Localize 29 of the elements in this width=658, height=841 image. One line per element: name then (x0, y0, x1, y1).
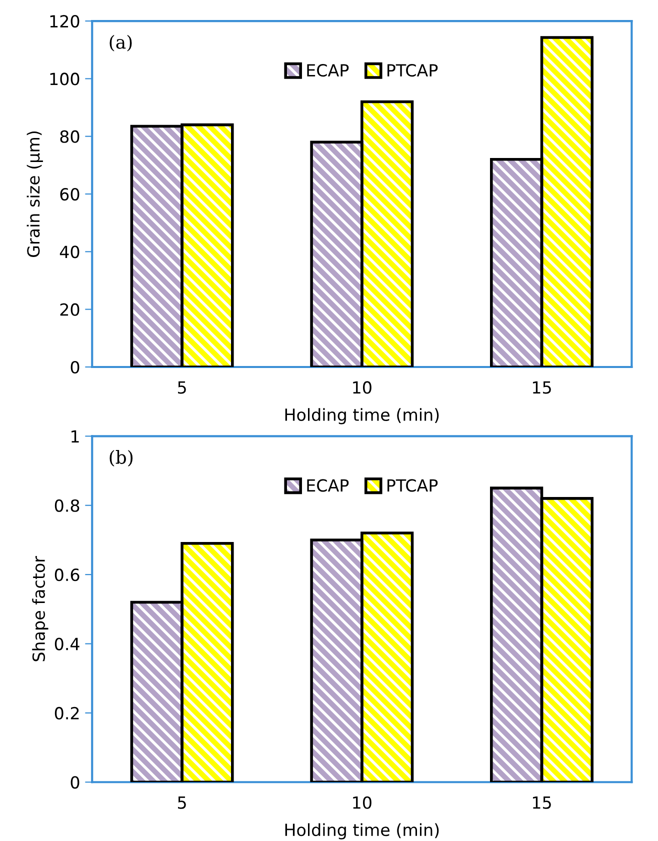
y-axis-title: Grain size (µm) (26, 131, 43, 258)
y-tick-label: 80 (60, 130, 80, 143)
annotation: (a) (110, 34, 132, 52)
x-tick-label: 10 (353, 796, 372, 809)
x-tick-label: 10 (353, 381, 372, 394)
y-tick-label: 1 (72, 430, 79, 443)
legend-label: ECAP (307, 479, 349, 492)
y-tick-label: 120 (50, 14, 80, 28)
y-tick-label: 0.2 (54, 706, 79, 720)
legend-label: ECAP (307, 64, 349, 77)
x-axis-title: Holding time (min) (285, 408, 439, 424)
y-tick-label: 0.6 (54, 568, 80, 582)
x-tick-label: 15 (532, 796, 551, 809)
y-tick-label: 40 (60, 246, 80, 258)
y-tick-label: 100 (50, 72, 80, 86)
legend-label: PTCAP (388, 64, 438, 77)
y-tick-label: 0.4 (54, 638, 80, 650)
y-tick-label: 0 (70, 360, 80, 374)
x-tick-label: 5 (178, 381, 186, 394)
x-tick-label: 5 (178, 796, 186, 809)
y-tick-label: 0.8 (54, 499, 80, 512)
x-tick-label: 15 (532, 381, 551, 394)
y-axis-title: Shape factor (32, 556, 48, 662)
annotation: (b) (110, 450, 133, 467)
x-axis-title: Holding time (min) (285, 823, 439, 840)
y-tick-label: 0 (70, 776, 80, 789)
y-tick-label: 20 (60, 303, 80, 316)
legend-label: PTCAP (388, 479, 438, 492)
y-tick-label: 60 (60, 188, 80, 201)
